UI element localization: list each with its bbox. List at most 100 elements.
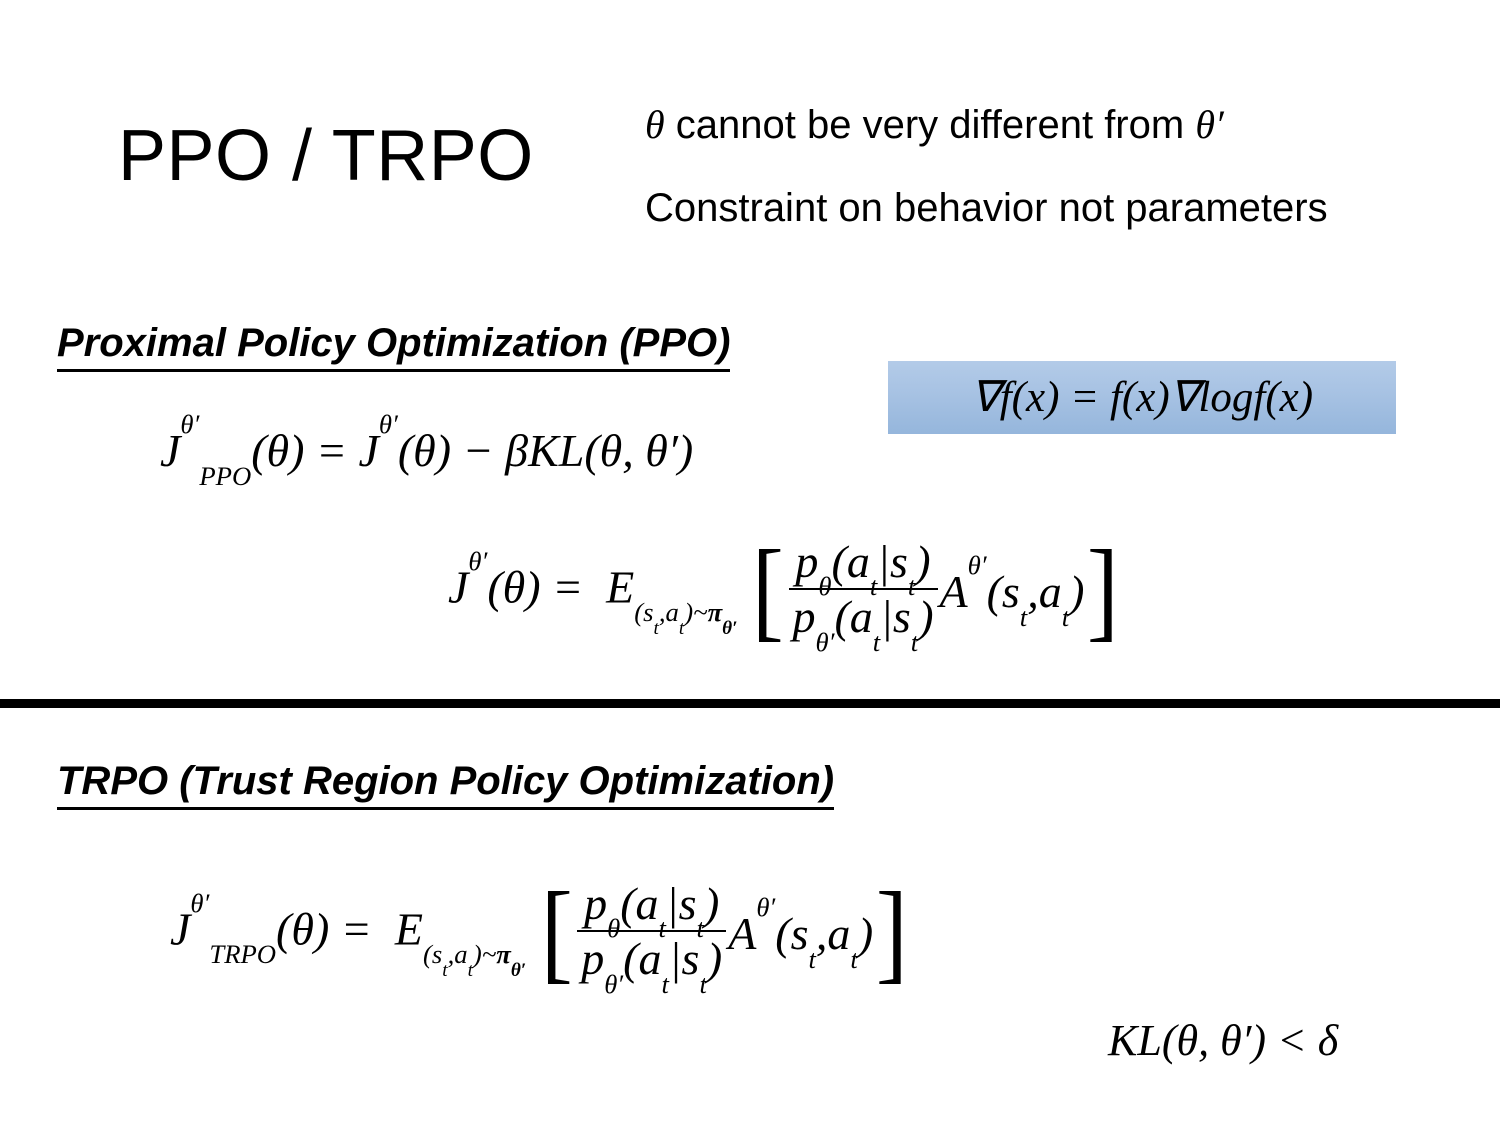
equals-sign-1: =: [1070, 374, 1100, 421]
J-symbol: J: [160, 425, 181, 476]
advantage-superscript: θ′: [967, 549, 987, 580]
p-symbol-den: p: [792, 591, 816, 642]
t-index-1: t: [442, 959, 448, 981]
a-adv: a: [1038, 565, 1062, 617]
t-index-2: t: [467, 959, 473, 981]
s-adv: s: [1001, 565, 1020, 617]
expectation-operator: E: [606, 561, 635, 613]
log-label: log: [1198, 374, 1254, 421]
section-heading-trpo: TRPO (Trust Region Policy Optimization): [57, 760, 835, 810]
advantage-term: Aθ′(st,at): [939, 549, 1085, 632]
fraction-numerator: pθ(at|st): [795, 535, 931, 602]
adv-comma: ,: [815, 907, 828, 959]
t-num-s: t: [907, 571, 916, 602]
conditional-bar-den: |: [668, 933, 682, 984]
formula-kl-constraint: KL(θ, θ′) < δ: [1108, 1019, 1338, 1063]
theta-prime-superscript: θ′: [190, 887, 210, 918]
formula-ppo-objective: Jθ′PPO(θ) = Jθ′(θ) − βKL(θ, θ′): [160, 411, 693, 489]
theta-argument: (θ): [251, 425, 305, 476]
theta-argument: (θ): [487, 561, 541, 613]
beta-symbol: β: [505, 425, 529, 476]
trpo-subscript: TRPO: [209, 939, 277, 970]
action-symbol: a: [665, 597, 679, 628]
t-index-1: t: [653, 617, 659, 639]
theta-subscript-num: θ: [607, 913, 621, 944]
J-symbol: J: [448, 561, 469, 613]
expectation-operator: E: [394, 903, 423, 955]
state-symbol: s: [431, 939, 443, 970]
probability-ratio-fraction: pθ(at|st) pθ′(at|st): [788, 535, 938, 655]
policy-pi-symbol: π: [707, 597, 723, 628]
nabla-icon: ∇: [970, 374, 1000, 421]
kl-label: KL: [528, 425, 585, 476]
formula-trpo-expectation: Jθ′TRPO(θ) = E(st,at)~πθ′ [pθ(at|st) pθ′(…: [170, 875, 911, 997]
x-symbol-3: x: [1279, 374, 1299, 421]
s-den: s: [681, 933, 700, 984]
a-num: a: [846, 535, 870, 587]
p-symbol-num: p: [795, 535, 819, 587]
t-adv-s: t: [808, 943, 816, 974]
s-num: s: [889, 535, 908, 587]
t-index-2: t: [678, 617, 685, 639]
s-adv: s: [790, 907, 809, 959]
action-symbol: a: [454, 939, 468, 970]
note-line-behavior-constraint: Constraint on behavior not parameters: [645, 186, 1328, 230]
sub-rparen: ): [472, 939, 482, 970]
t-den-a: t: [872, 626, 881, 657]
pi-theta-prime-subscript: θ′: [510, 959, 527, 981]
bracket-right: ]: [1087, 527, 1120, 652]
rparen-1: ): [1045, 374, 1060, 421]
t-num-a: t: [658, 913, 666, 944]
expectation-subscript: (st,at)~πθ′: [423, 939, 526, 980]
conditional-bar-num: |: [665, 877, 679, 929]
f-symbol-1: f: [999, 374, 1012, 421]
equals-sign: =: [340, 903, 372, 955]
sub-lparen: (: [634, 597, 644, 628]
J-symbol: J: [170, 903, 191, 955]
probability-ratio-fraction: pθ(at|st) pθ′(at|st): [577, 877, 727, 997]
rparen-2: ): [1155, 374, 1170, 421]
t-adv-s: t: [1019, 601, 1028, 632]
formula-ppo-expectation: Jθ′(θ) = E(st,at)~πθ′ [pθ(at|st) pθ′(at|s…: [448, 527, 1122, 655]
fraction-numerator: pθ(at|st): [584, 877, 720, 944]
theta-prime-subscript-den: θ′: [604, 968, 624, 999]
t-den-s: t: [910, 626, 919, 657]
gradient-log-identity-formula: ∇f(x) = f(x)∇logf(x): [971, 376, 1313, 419]
note-line-theta-constraint: θ cannot be very different from θ′: [645, 102, 1224, 148]
x-symbol-1: x: [1025, 374, 1046, 421]
a-den: a: [638, 933, 662, 984]
lparen-2: (: [1121, 374, 1137, 421]
theta-prime-symbol: θ′: [1195, 102, 1224, 147]
fraction-denominator: pθ′(at|st): [577, 930, 727, 997]
lparen-1: (: [1011, 374, 1026, 421]
advantage-superscript: θ′: [756, 891, 776, 922]
a-num: a: [635, 877, 659, 929]
advantage-symbol: A: [728, 907, 757, 959]
f-symbol-3: f: [1253, 374, 1266, 421]
policy-pi-symbol: π: [496, 939, 511, 970]
theta-argument-rhs: (θ): [397, 425, 452, 476]
conditional-bar-den: |: [880, 591, 893, 642]
s-num: s: [678, 877, 697, 929]
expectation-subscript: (st,at)~πθ′: [634, 597, 737, 638]
advantage-symbol: A: [939, 565, 968, 617]
lparen-3: (: [1265, 374, 1280, 421]
section-divider: [0, 699, 1500, 708]
fraction-denominator: pθ′(at|st): [788, 588, 938, 655]
sub-rparen: ): [684, 597, 694, 628]
less-than-sign: <: [1276, 1016, 1307, 1065]
a-den: a: [849, 591, 873, 642]
theta-prime-superscript: θ′: [468, 545, 488, 576]
rparen-3: ): [1298, 374, 1314, 421]
s-den: s: [892, 591, 911, 642]
p-symbol-num: p: [584, 877, 608, 929]
nabla-icon-2: ∇: [1169, 374, 1199, 421]
delta-symbol: δ: [1317, 1016, 1339, 1065]
theta-symbol: θ: [645, 102, 665, 147]
sub-comma: ,: [447, 939, 455, 970]
note-line1-middle: cannot be very different from: [664, 103, 1196, 147]
t-adv-a: t: [850, 943, 858, 974]
kl-arguments: (θ, θ′): [1161, 1016, 1266, 1065]
kl-label: KL: [1108, 1016, 1162, 1065]
distributed-as-tilde: ~: [481, 939, 497, 970]
